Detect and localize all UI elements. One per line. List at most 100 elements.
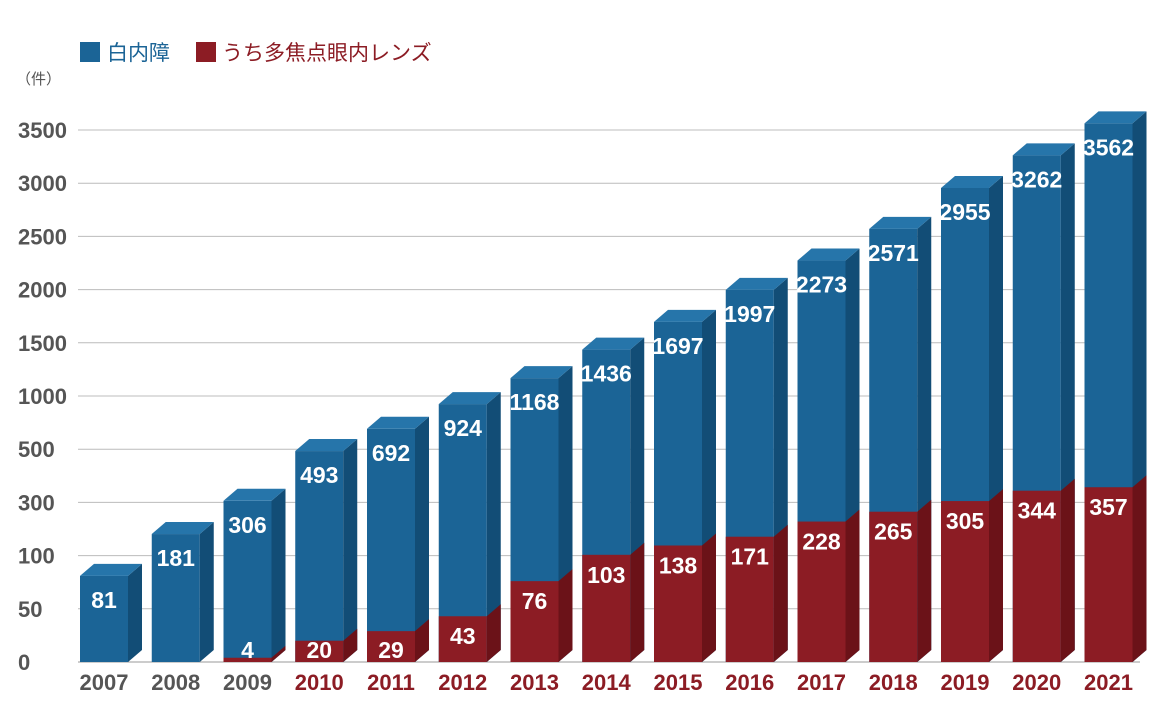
bar-cataract-top	[510, 366, 573, 379]
bar-cataract-top	[1012, 143, 1075, 156]
y-tick-label: 1000	[18, 384, 67, 409]
data-label-multifocal: 29	[378, 637, 404, 663]
data-label-cataract: 2273	[796, 272, 847, 298]
y-axis-unit-label: （件）	[16, 70, 61, 88]
x-tick-label: 2018	[869, 670, 918, 695]
legend-swatch-cataract	[80, 42, 100, 62]
bar-multifocal-side	[1060, 478, 1075, 662]
x-tick-label: 2020	[1012, 670, 1061, 695]
legend-swatch-multifocal	[196, 42, 216, 62]
x-tick-label: 2013	[510, 670, 559, 695]
bar-cataract-side	[271, 488, 286, 662]
bar-multifocal-side	[989, 489, 1003, 662]
bar-multifocal-front	[725, 536, 774, 662]
bar-multifocal-side	[558, 569, 573, 662]
bar-cataract-side	[128, 563, 142, 662]
bar-cataract-top	[295, 439, 358, 452]
y-axis: 0 50 100 300 500 1000 1500 2000 2500 3000 3500	[18, 118, 67, 675]
x-tick-label: 2014	[582, 670, 632, 695]
y-tick-label: 0	[18, 650, 30, 675]
bar-multifocal-front	[223, 657, 272, 662]
x-tick-label: 2007	[80, 670, 129, 695]
bar-cataract-front	[367, 428, 415, 662]
bar-multifocal-side	[486, 604, 501, 662]
data-label-multifocal: 103	[587, 562, 625, 588]
bar-group-2007: 81	[80, 563, 142, 662]
bar-multifocal-front	[1084, 487, 1133, 662]
bar-cataract-front	[223, 500, 272, 662]
y-tick-label: 50	[18, 597, 42, 622]
bar-group-2010: 20 493	[295, 439, 358, 663]
bar-multifocal-front	[367, 631, 415, 662]
x-tick-label: 2017	[797, 670, 846, 695]
y-tick-label: 2000	[18, 278, 67, 303]
bar-group-2020: 344 3262	[1011, 143, 1075, 663]
bar-cataract-top	[438, 392, 501, 405]
bar-cataract-top	[151, 522, 214, 535]
bar-multifocal-front	[869, 511, 918, 662]
y-tick-label: 100	[18, 544, 55, 569]
bar-group-2012: 43 924	[438, 392, 501, 662]
bar-multifocal-side	[845, 509, 860, 662]
bar-multifocal-front	[582, 554, 631, 662]
bar-group-2008: 181	[151, 522, 214, 662]
bar-multifocal-front	[510, 581, 559, 662]
y-tick-label: 1500	[18, 331, 67, 356]
x-tick-label: 2016	[725, 670, 774, 695]
bar-cataract-top	[1084, 111, 1147, 124]
bar-multifocal-front	[941, 501, 989, 662]
bar-group-2018: 265 2571	[868, 216, 932, 663]
data-label-cataract: 493	[300, 462, 338, 488]
x-tick-label: 2012	[438, 670, 487, 695]
data-label-cataract: 924	[444, 415, 483, 441]
data-label-multifocal: 4	[241, 637, 254, 663]
data-label-multifocal: 43	[450, 623, 476, 649]
bar-multifocal-side	[702, 533, 716, 662]
bar-group-2017: 228 2273	[796, 248, 860, 662]
x-tick-label: 2010	[295, 670, 344, 695]
bar-cataract-top	[941, 175, 1003, 188]
legend-label-cataract: 白内障	[107, 41, 170, 65]
bar-cataract-front	[151, 534, 200, 662]
data-label-multifocal: 138	[659, 552, 698, 578]
y-tick-label: 3500	[18, 118, 67, 143]
bar-group-2021: 357 3562	[1083, 111, 1147, 662]
y-tick-label: 300	[18, 490, 55, 515]
bars: 81 181 4 306 20 493 29 692 43 924 76 1168 103 1436 138…	[80, 111, 1147, 663]
data-label-cataract: 81	[91, 587, 117, 613]
legend-label-multifocal: うち多焦点眼内レンズ	[222, 41, 432, 65]
y-tick-label: 2500	[18, 224, 67, 249]
data-label-cataract: 2955	[939, 199, 990, 225]
bar-group-2019: 305 2955	[939, 175, 1003, 662]
legend: 白内障 うち多焦点眼内レンズ	[80, 41, 432, 65]
data-label-cataract: 692	[372, 440, 410, 466]
x-tick-label: 2021	[1084, 670, 1133, 695]
bar-multifocal-front	[1012, 490, 1061, 662]
data-label-cataract: 306	[228, 512, 266, 538]
x-axis: 2007 2008 2009 2010 2011 2012 2013 2014 2015 2016…	[80, 670, 1133, 695]
data-label-cataract: 181	[157, 545, 196, 571]
data-label-multifocal: 20	[306, 637, 332, 663]
data-label-cataract: 1168	[510, 389, 560, 415]
data-label-multifocal: 357	[1089, 494, 1127, 520]
data-label-cataract: 1436	[581, 361, 632, 387]
bar-cataract-top	[582, 337, 645, 350]
data-label-multifocal: 76	[522, 588, 548, 614]
bar-multifocal-side	[773, 524, 788, 662]
bar-cataract-side	[486, 392, 501, 662]
y-tick-label: 500	[18, 437, 55, 462]
bar-group-2015: 138 1697	[652, 309, 716, 662]
x-tick-label: 2008	[151, 670, 200, 695]
bar-multifocal-side	[415, 619, 429, 662]
bar-group-2013: 76 1168	[510, 366, 573, 662]
bar-multifocal-side	[917, 499, 932, 662]
bar-group-2011: 29 692	[367, 416, 429, 663]
x-tick-label: 2015	[654, 670, 703, 695]
data-label-multifocal: 228	[802, 529, 841, 555]
bar-multifocal-front	[295, 640, 344, 662]
data-label-multifocal: 344	[1018, 498, 1057, 524]
x-tick-label: 2019	[941, 670, 990, 695]
bar-cataract-side	[415, 416, 429, 662]
